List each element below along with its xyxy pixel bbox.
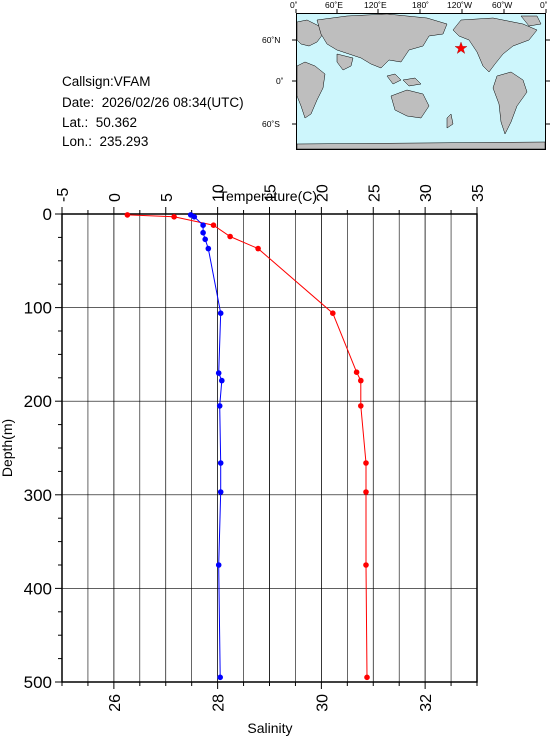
salinity-axis-label: Salinity: [247, 720, 292, 736]
temperature-axis-label: Temperature(C): [219, 188, 317, 204]
map-lat-label-0: 60˚N: [262, 35, 281, 45]
temperature-point: [358, 377, 364, 384]
salinity-line: [190, 214, 223, 678]
temperature-tick-label: 0: [107, 193, 124, 202]
salinity-point: [217, 674, 223, 681]
temperature-point: [171, 214, 177, 220]
chart-series: [124, 212, 370, 681]
salinity-point: [205, 245, 212, 252]
depth-tick-label: 100: [24, 299, 52, 318]
station-star-icon: [454, 41, 468, 54]
world-map-land: [297, 14, 545, 149]
temperature-point: [363, 562, 369, 568]
salinity-tick-label: 32: [418, 694, 435, 712]
temperature-point: [124, 212, 131, 218]
salinity-point: [215, 370, 222, 376]
map-lon-label-5: 60˚W: [492, 0, 513, 10]
temperature-tick-label: -5: [55, 188, 72, 202]
map-lat-label-1: 0˚: [276, 76, 284, 86]
depth-tick-label: 300: [24, 486, 52, 505]
chart-grid: [61, 213, 478, 683]
callsign-text: Callsign:VFAM: [62, 74, 151, 89]
salinity-point: [219, 377, 225, 384]
salinity-tick-label: 30: [314, 694, 331, 712]
map-lon-label-2: 120˚E: [364, 0, 387, 10]
map-lon-label-1: 60˚E: [325, 0, 343, 10]
temperature-tick-label: 10: [211, 184, 228, 202]
temperature-point: [255, 245, 261, 252]
map-frame-ticks: [292, 9, 550, 125]
temperature-point: [363, 489, 369, 495]
temperature-point: [353, 369, 360, 376]
salinity-point: [216, 403, 223, 409]
depth-tick-label: 0: [43, 205, 52, 224]
depth-axis-label: Depth(m): [0, 419, 15, 477]
temperature-point: [210, 222, 217, 228]
temperature-tick-label: 15: [263, 184, 280, 202]
map-lon-label-6: 0˚: [540, 0, 548, 10]
salinity-point: [200, 229, 206, 236]
salinity-point: [217, 460, 224, 466]
temperature-tick-label: 30: [418, 184, 435, 202]
temperature-tick-label: 35: [470, 184, 487, 202]
salinity-tick-label: 26: [107, 694, 124, 712]
temperature-line: [127, 214, 368, 678]
temperature-tick-label: 25: [366, 184, 383, 202]
salinity-point: [215, 562, 222, 568]
map-lon-label-0: 0˚: [290, 0, 298, 10]
salinity-tick-label: 28: [211, 694, 228, 712]
salinity-point: [202, 236, 208, 243]
depth-tick-label: 200: [24, 392, 52, 411]
map-lon-label-3: 180˚: [412, 0, 430, 10]
temperature-point: [227, 233, 233, 240]
salinity-point: [191, 214, 198, 220]
date-text: Date: 2026/02/26 08:34(UTC): [62, 95, 244, 110]
temperature-point: [358, 403, 364, 409]
map-lon-label-4: 120˚W: [447, 0, 473, 10]
latitude-text: Lat.: 50.362: [62, 115, 138, 130]
longitude-text: Lon.: 235.293: [62, 134, 149, 149]
salinity-point: [200, 222, 206, 228]
salinity-point: [217, 310, 224, 317]
map-lat-label-2: 60˚S: [262, 119, 280, 129]
world-map: [296, 13, 546, 150]
depth-tick-label: 500: [24, 673, 52, 692]
temperature-point: [330, 310, 336, 317]
temperature-tick-label: 5: [159, 193, 176, 202]
salinity-point: [217, 489, 224, 495]
depth-tick-label: 400: [24, 579, 52, 598]
temperature-point: [363, 460, 369, 466]
temperature-point: [364, 674, 370, 681]
temperature-tick-label: 20: [314, 184, 331, 202]
